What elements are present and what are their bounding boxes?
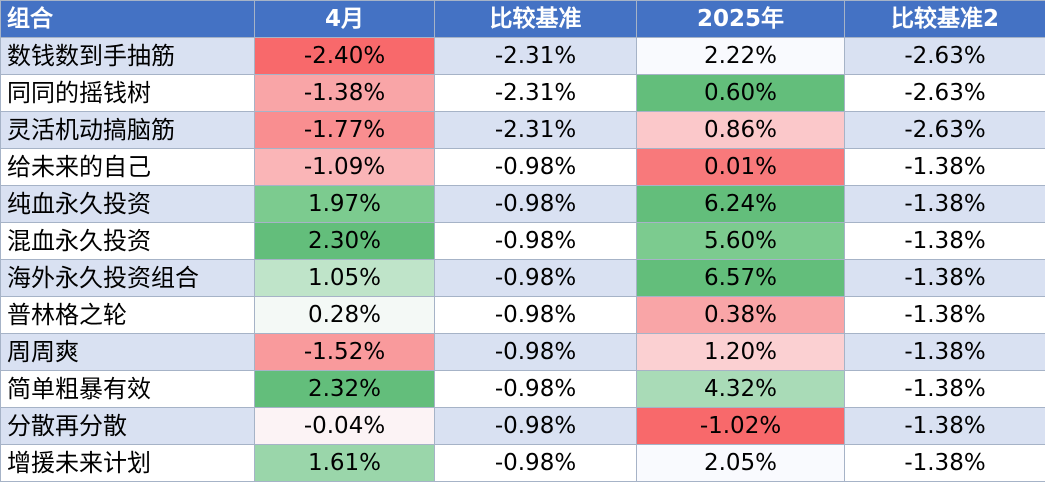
ytd-return-cell[interactable]: 2.05% <box>636 444 845 482</box>
benchmark-2-cell[interactable]: -1.38% <box>844 296 1045 334</box>
april-return-cell[interactable]: 2.32% <box>254 370 435 408</box>
portfolio-name-cell[interactable]: 周周爽 <box>0 333 255 371</box>
benchmark-2-cell[interactable]: -2.63% <box>844 74 1045 112</box>
benchmark-cell[interactable]: -0.98% <box>434 407 637 445</box>
table-row: 给未来的自己 -1.09% -0.98% 0.01% -1.38% <box>0 148 1045 186</box>
benchmark-cell[interactable]: -2.31% <box>434 74 637 112</box>
ytd-return-cell[interactable]: 0.60% <box>636 74 845 112</box>
table-row: 纯血永久投资 1.97% -0.98% 6.24% -1.38% <box>0 185 1045 223</box>
table-header: 组合 4月 比较基准 2025年 比较基准2 <box>0 0 1045 38</box>
benchmark-cell[interactable]: -2.31% <box>434 37 637 75</box>
ytd-return-cell[interactable]: -1.02% <box>636 407 845 445</box>
ytd-return-cell[interactable]: 2.22% <box>636 37 845 75</box>
april-return-cell[interactable]: -1.52% <box>254 333 435 371</box>
benchmark-cell[interactable]: -0.98% <box>434 222 637 260</box>
header-portfolio[interactable]: 组合 <box>0 0 255 38</box>
benchmark-cell[interactable]: -0.98% <box>434 444 637 482</box>
portfolio-name-cell[interactable]: 分散再分散 <box>0 407 255 445</box>
header-row: 组合 4月 比较基准 2025年 比较基准2 <box>0 0 1045 38</box>
header-benchmark-2[interactable]: 比较基准2 <box>844 0 1045 38</box>
benchmark-2-cell[interactable]: -1.38% <box>844 407 1045 445</box>
portfolio-name-cell[interactable]: 简单粗暴有效 <box>0 370 255 408</box>
table-row: 简单粗暴有效 2.32% -0.98% 4.32% -1.38% <box>0 370 1045 408</box>
benchmark-2-cell[interactable]: -2.63% <box>844 37 1045 75</box>
ytd-return-cell[interactable]: 6.24% <box>636 185 845 223</box>
benchmark-2-cell[interactable]: -1.38% <box>844 333 1045 371</box>
ytd-return-cell[interactable]: 0.38% <box>636 296 845 334</box>
ytd-return-cell[interactable]: 0.01% <box>636 148 845 186</box>
header-april[interactable]: 4月 <box>254 0 435 38</box>
benchmark-cell[interactable]: -0.98% <box>434 259 637 297</box>
april-return-cell[interactable]: -1.77% <box>254 111 435 149</box>
benchmark-2-cell[interactable]: -1.38% <box>844 185 1045 223</box>
ytd-return-cell[interactable]: 4.32% <box>636 370 845 408</box>
benchmark-cell[interactable]: -0.98% <box>434 296 637 334</box>
april-return-cell[interactable]: 1.61% <box>254 444 435 482</box>
table-row: 同同的摇钱树 -1.38% -2.31% 0.60% -2.63% <box>0 74 1045 112</box>
ytd-return-cell[interactable]: 5.60% <box>636 222 845 260</box>
table-row: 普林格之轮 0.28% -0.98% 0.38% -1.38% <box>0 296 1045 334</box>
benchmark-2-cell[interactable]: -1.38% <box>844 148 1045 186</box>
april-return-cell[interactable]: 0.28% <box>254 296 435 334</box>
table-row: 灵活机动搞脑筋 -1.77% -2.31% 0.86% -2.63% <box>0 111 1045 149</box>
benchmark-2-cell[interactable]: -1.38% <box>844 444 1045 482</box>
benchmark-cell[interactable]: -2.31% <box>434 111 637 149</box>
header-2025[interactable]: 2025年 <box>636 0 845 38</box>
benchmark-cell[interactable]: -0.98% <box>434 370 637 408</box>
portfolio-name-cell[interactable]: 同同的摇钱树 <box>0 74 255 112</box>
ytd-return-cell[interactable]: 6.57% <box>636 259 845 297</box>
april-return-cell[interactable]: 2.30% <box>254 222 435 260</box>
table-row: 周周爽 -1.52% -0.98% 1.20% -1.38% <box>0 333 1045 371</box>
portfolio-name-cell[interactable]: 纯血永久投资 <box>0 185 255 223</box>
header-benchmark[interactable]: 比较基准 <box>434 0 637 38</box>
ytd-return-cell[interactable]: 0.86% <box>636 111 845 149</box>
april-return-cell[interactable]: -0.04% <box>254 407 435 445</box>
benchmark-2-cell[interactable]: -1.38% <box>844 370 1045 408</box>
table-row: 分散再分散 -0.04% -0.98% -1.02% -1.38% <box>0 407 1045 445</box>
table-row: 增援未来计划 1.61% -0.98% 2.05% -1.38% <box>0 444 1045 482</box>
benchmark-2-cell[interactable]: -2.63% <box>844 111 1045 149</box>
portfolio-name-cell[interactable]: 海外永久投资组合 <box>0 259 255 297</box>
portfolio-name-cell[interactable]: 普林格之轮 <box>0 296 255 334</box>
portfolio-name-cell[interactable]: 给未来的自己 <box>0 148 255 186</box>
table-row: 海外永久投资组合 1.05% -0.98% 6.57% -1.38% <box>0 259 1045 297</box>
april-return-cell[interactable]: 1.05% <box>254 259 435 297</box>
portfolio-name-cell[interactable]: 灵活机动搞脑筋 <box>0 111 255 149</box>
benchmark-cell[interactable]: -0.98% <box>434 185 637 223</box>
table-row: 混血永久投资 2.30% -0.98% 5.60% -1.38% <box>0 222 1045 260</box>
portfolio-name-cell[interactable]: 增援未来计划 <box>0 444 255 482</box>
portfolio-name-cell[interactable]: 数钱数到手抽筋 <box>0 37 255 75</box>
table-body: 数钱数到手抽筋 -2.40% -2.31% 2.22% -2.63% 同同的摇钱… <box>0 37 1045 482</box>
table-row: 数钱数到手抽筋 -2.40% -2.31% 2.22% -2.63% <box>0 37 1045 75</box>
portfolio-name-cell[interactable]: 混血永久投资 <box>0 222 255 260</box>
benchmark-2-cell[interactable]: -1.38% <box>844 259 1045 297</box>
benchmark-2-cell[interactable]: -1.38% <box>844 222 1045 260</box>
ytd-return-cell[interactable]: 1.20% <box>636 333 845 371</box>
benchmark-cell[interactable]: -0.98% <box>434 333 637 371</box>
benchmark-cell[interactable]: -0.98% <box>434 148 637 186</box>
april-return-cell[interactable]: -1.38% <box>254 74 435 112</box>
april-return-cell[interactable]: -2.40% <box>254 37 435 75</box>
april-return-cell[interactable]: 1.97% <box>254 185 435 223</box>
april-return-cell[interactable]: -1.09% <box>254 148 435 186</box>
